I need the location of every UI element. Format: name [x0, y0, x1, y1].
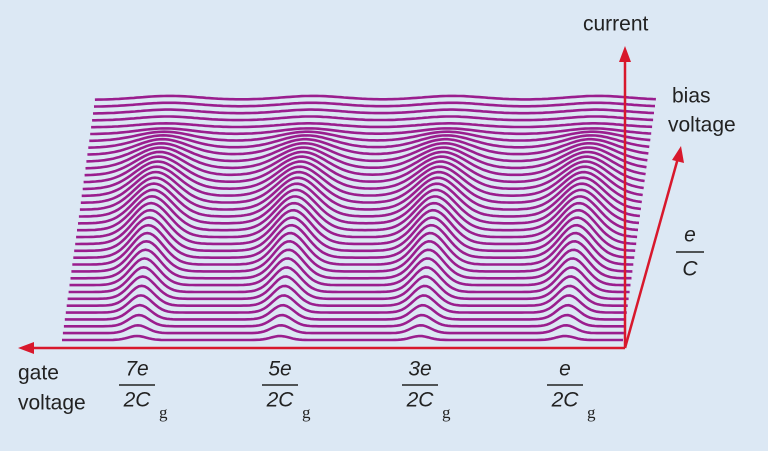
trace — [64, 303, 626, 321]
tick-numerator: 7e — [125, 358, 148, 381]
trace — [79, 176, 642, 211]
trace — [74, 216, 636, 253]
scale-numerator: e — [684, 224, 696, 247]
trace — [91, 121, 653, 129]
trace — [66, 284, 628, 307]
trace — [65, 294, 627, 314]
trace — [62, 323, 624, 335]
tick-numerator: 5e — [268, 358, 291, 381]
trace — [70, 248, 632, 280]
axes — [18, 46, 684, 354]
trace — [88, 133, 650, 149]
trace — [72, 231, 634, 266]
tick-denominator: 2C — [266, 389, 295, 412]
trace — [89, 130, 651, 143]
tick-subscript: g — [302, 403, 311, 422]
trace — [90, 127, 652, 136]
bias-axis — [623, 157, 680, 349]
trace — [81, 165, 643, 198]
trace — [69, 257, 631, 287]
bias-arrowhead — [672, 146, 684, 163]
tick-subscript: g — [587, 403, 596, 422]
bias-label: bias — [672, 85, 711, 108]
trace — [84, 150, 646, 177]
trace — [86, 141, 648, 163]
gate-label: voltage — [18, 392, 86, 415]
tick-numerator: e — [559, 358, 571, 381]
trace — [68, 265, 630, 294]
trace — [67, 275, 629, 301]
gate-arrowhead — [18, 342, 34, 354]
trace — [77, 194, 639, 232]
bias-label: voltage — [668, 114, 736, 137]
tick-denominator: 2C — [551, 389, 580, 412]
trace — [76, 201, 638, 239]
trace — [63, 313, 625, 328]
trace — [80, 170, 642, 204]
gate-ticks: 7e 2C g 5e 2C g 3e 2C g e 2C g — [119, 358, 596, 422]
gate-label: gate — [18, 362, 59, 385]
trace — [77, 188, 640, 225]
trace — [73, 223, 635, 259]
trace — [85, 146, 647, 170]
current-arrowhead — [619, 46, 631, 62]
trace — [92, 108, 655, 115]
trace — [94, 94, 656, 101]
scale-denominator: C — [682, 258, 698, 281]
tick-subscript: g — [442, 403, 451, 422]
tick-subscript: g — [159, 403, 168, 422]
tick-numerator: 3e — [408, 358, 431, 381]
traces — [62, 94, 656, 342]
trace — [78, 182, 641, 218]
trace — [82, 160, 644, 191]
trace — [83, 155, 645, 184]
trace — [71, 239, 633, 273]
trace — [92, 115, 654, 122]
trace — [75, 208, 637, 246]
trace — [93, 101, 656, 108]
tick-denominator: 2C — [123, 389, 152, 412]
tick-denominator: 2C — [406, 389, 435, 412]
trace — [62, 334, 623, 342]
trace — [87, 137, 649, 156]
current-label: current — [583, 13, 649, 36]
